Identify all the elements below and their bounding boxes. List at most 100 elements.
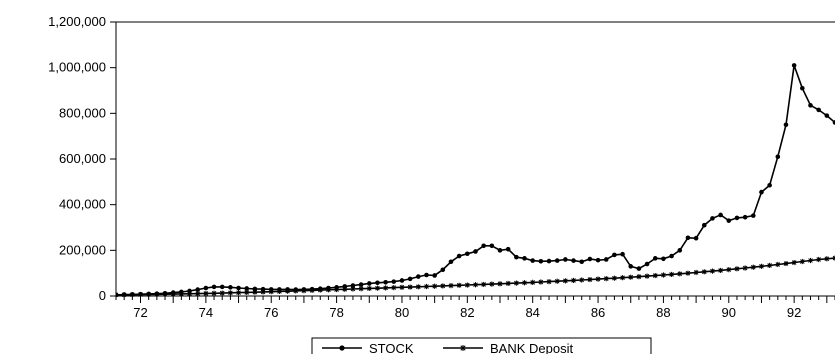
data-point — [603, 257, 609, 262]
data-point — [301, 288, 307, 294]
data-point — [423, 283, 430, 290]
legend-item-bank-deposit: BANK Deposit — [443, 341, 573, 354]
x-axis: 72 74 76 78 80 82 84 86 88 90 92 — [115, 296, 835, 320]
legend-marker — [339, 345, 345, 351]
data-point — [203, 285, 209, 291]
data-point — [211, 284, 217, 290]
data-point — [783, 260, 789, 267]
data-point — [358, 282, 364, 287]
data-point — [162, 291, 168, 297]
data-point — [116, 292, 119, 298]
x-tick-label: 82 — [460, 305, 474, 320]
data-point — [432, 273, 437, 278]
data-point — [742, 265, 748, 271]
legend-label: BANK Deposit — [490, 341, 573, 354]
data-point — [726, 267, 732, 273]
x-tick-label: 76 — [264, 305, 278, 320]
data-point — [612, 252, 617, 258]
data-point — [416, 274, 421, 279]
data-point — [276, 288, 283, 295]
data-point — [464, 282, 470, 288]
y-tick-label: 200,000 — [59, 242, 106, 257]
data-point — [505, 280, 511, 287]
data-point — [571, 258, 576, 263]
data-point — [391, 279, 397, 284]
data-point — [775, 154, 781, 160]
x-tick-label: 84 — [525, 305, 539, 320]
data-point — [154, 291, 160, 297]
data-point — [562, 278, 568, 284]
data-point — [759, 189, 764, 195]
data-point — [709, 268, 716, 274]
data-point — [252, 289, 258, 295]
data-point — [195, 287, 201, 292]
data-point — [513, 280, 519, 286]
data-point — [219, 284, 225, 290]
data-point — [628, 264, 634, 269]
data-point — [669, 253, 674, 259]
data-point — [718, 212, 723, 218]
data-point — [816, 107, 821, 113]
legend-label: STOCK — [369, 341, 414, 354]
data-point — [554, 258, 560, 263]
x-tick-label: 74 — [199, 305, 213, 320]
data-point — [750, 264, 756, 270]
data-point — [816, 256, 822, 263]
data-point — [807, 257, 814, 264]
data-point — [472, 282, 479, 288]
data-point — [554, 278, 560, 284]
data-point — [448, 283, 454, 289]
data-point — [440, 267, 446, 273]
y-tick-label: 600,000 — [59, 151, 106, 166]
data-point — [465, 251, 470, 257]
data-point — [505, 246, 511, 252]
data-point — [570, 277, 577, 284]
data-point — [832, 120, 835, 125]
data-point — [587, 276, 593, 283]
data-point — [677, 271, 683, 277]
data-point — [121, 292, 127, 298]
data-point — [808, 103, 813, 108]
x-tick-label: 92 — [787, 305, 801, 320]
data-point — [448, 259, 454, 265]
data-point — [824, 113, 830, 118]
data-point — [800, 85, 805, 91]
data-point — [350, 283, 356, 288]
data-point — [546, 258, 552, 264]
data-point — [693, 269, 699, 276]
data-point — [342, 286, 348, 292]
data-point — [530, 279, 536, 285]
data-point — [440, 283, 446, 289]
x-tick-label: 90 — [722, 305, 736, 320]
data-point — [211, 290, 217, 296]
data-point — [726, 218, 732, 223]
data-point — [619, 275, 626, 281]
data-point — [660, 272, 667, 278]
data-point — [693, 235, 699, 241]
data-point — [268, 289, 274, 295]
data-point — [374, 285, 381, 291]
data-point — [701, 222, 707, 228]
x-tick-label: 72 — [133, 305, 147, 320]
data-point — [783, 122, 789, 128]
data-point — [219, 290, 225, 296]
legend-box — [311, 337, 652, 354]
data-point — [595, 257, 601, 263]
data-point — [407, 284, 413, 290]
data-point — [636, 266, 642, 271]
data-point — [522, 256, 527, 261]
x-tick-label: 80 — [395, 305, 409, 320]
data-point — [791, 63, 797, 68]
data-point — [244, 286, 250, 291]
data-point — [628, 274, 634, 280]
data-point — [284, 288, 291, 294]
data-point — [178, 291, 184, 297]
data-point — [170, 291, 176, 297]
data-point — [701, 269, 707, 275]
data-point — [366, 281, 372, 286]
data-point — [758, 263, 765, 269]
data-point — [620, 251, 625, 257]
y-tick-label: 1,000,000 — [48, 60, 106, 75]
data-point — [603, 276, 609, 282]
